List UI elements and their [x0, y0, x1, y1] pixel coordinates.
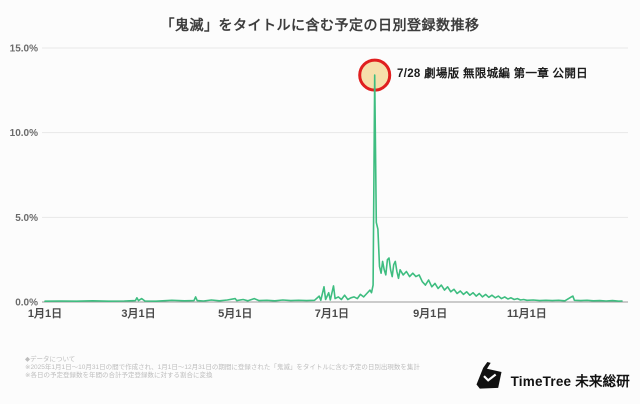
footnotes: ◆データについて ※2025年1月1日〜10月31日の間で作成され、1月1日〜1…	[25, 356, 420, 380]
footnote-heading: ◆データについて	[25, 356, 76, 363]
svg-text:0.0%: 0.0%	[15, 298, 38, 309]
svg-text:1月1日: 1月1日	[28, 307, 62, 320]
chart-title: 「鬼滅」をタイトルに含む予定の日別登録数推移	[160, 17, 480, 33]
svg-text:5月1日: 5月1日	[218, 307, 252, 320]
svg-text:15.0%: 15.0%	[10, 44, 38, 55]
timetree-logo: TimeTree 未来総研	[474, 362, 630, 397]
footnote-line-1: ※2025年1月1日〜10月31日の間で作成され、1月1日〜12月31日の期間に…	[25, 364, 420, 371]
peak-annotation-label: 7/28 劇場版 無限城編 第一章 公開日	[397, 68, 588, 80]
svg-text:11月1日: 11月1日	[507, 307, 547, 320]
svg-text:9月1日: 9月1日	[413, 307, 447, 320]
svg-text:7月1日: 7月1日	[315, 307, 349, 320]
svg-text:5.0%: 5.0%	[15, 213, 38, 224]
svg-text:3月1日: 3月1日	[121, 307, 155, 320]
timetree-logo-text: TimeTree 未来総研	[510, 373, 630, 389]
timetree-flag-icon	[474, 362, 504, 397]
svg-text:10.0%: 10.0%	[10, 128, 38, 139]
footnote-line-2: ※各日の予定登録数を年間の合計予定登録数に対する割合に変換	[25, 372, 213, 379]
